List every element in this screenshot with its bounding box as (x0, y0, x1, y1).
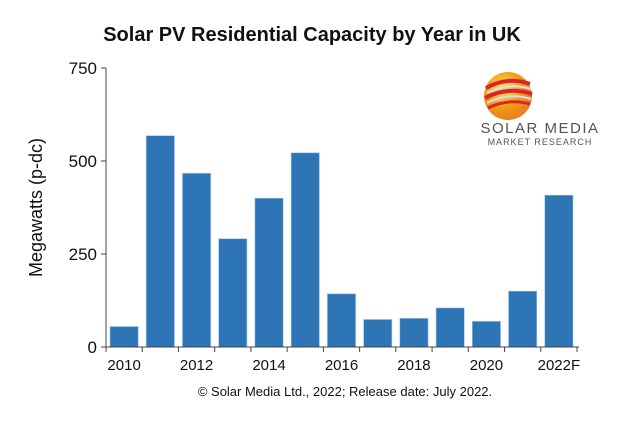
x-tick-label: 2016 (325, 357, 358, 374)
bar-2015 (290, 152, 320, 348)
copyright-footer: © Solar Media Ltd., 2022; Release date: … (197, 384, 493, 399)
bar-2019 (435, 307, 465, 348)
bar-2021 (508, 290, 538, 348)
chart-title: Solar PV Residential Capacity by Year in… (103, 24, 521, 46)
bar-2012 (182, 172, 211, 348)
logo-subtext: MARKET RESEARCH (487, 137, 593, 147)
y-tick-label: 0 (88, 338, 97, 357)
x-tick-label: 2020 (470, 357, 503, 374)
bar-2013 (218, 238, 248, 348)
bar-2018 (399, 318, 429, 348)
bar-2022F (544, 194, 574, 348)
bar-2016 (327, 293, 356, 348)
x-tick-label: 2018 (397, 357, 430, 374)
bar-2010 (109, 326, 139, 348)
x-tick-label: 2012 (180, 357, 213, 374)
bar-2014 (254, 197, 284, 348)
y-axis-label: Megawatts (p-dc) (26, 138, 46, 277)
y-tick-label: 250 (69, 245, 97, 264)
x-tick-label: 2010 (107, 357, 140, 374)
y-tick-label: 750 (69, 59, 97, 78)
bar-2011 (145, 135, 175, 348)
x-tick-label: 2014 (252, 357, 285, 374)
y-tick-label: 500 (69, 152, 97, 171)
bar-2017 (363, 319, 393, 348)
x-tick-label: 2022F (538, 357, 581, 374)
logo-text: SOLAR MEDIA (480, 120, 600, 137)
bar-2020 (472, 321, 501, 348)
